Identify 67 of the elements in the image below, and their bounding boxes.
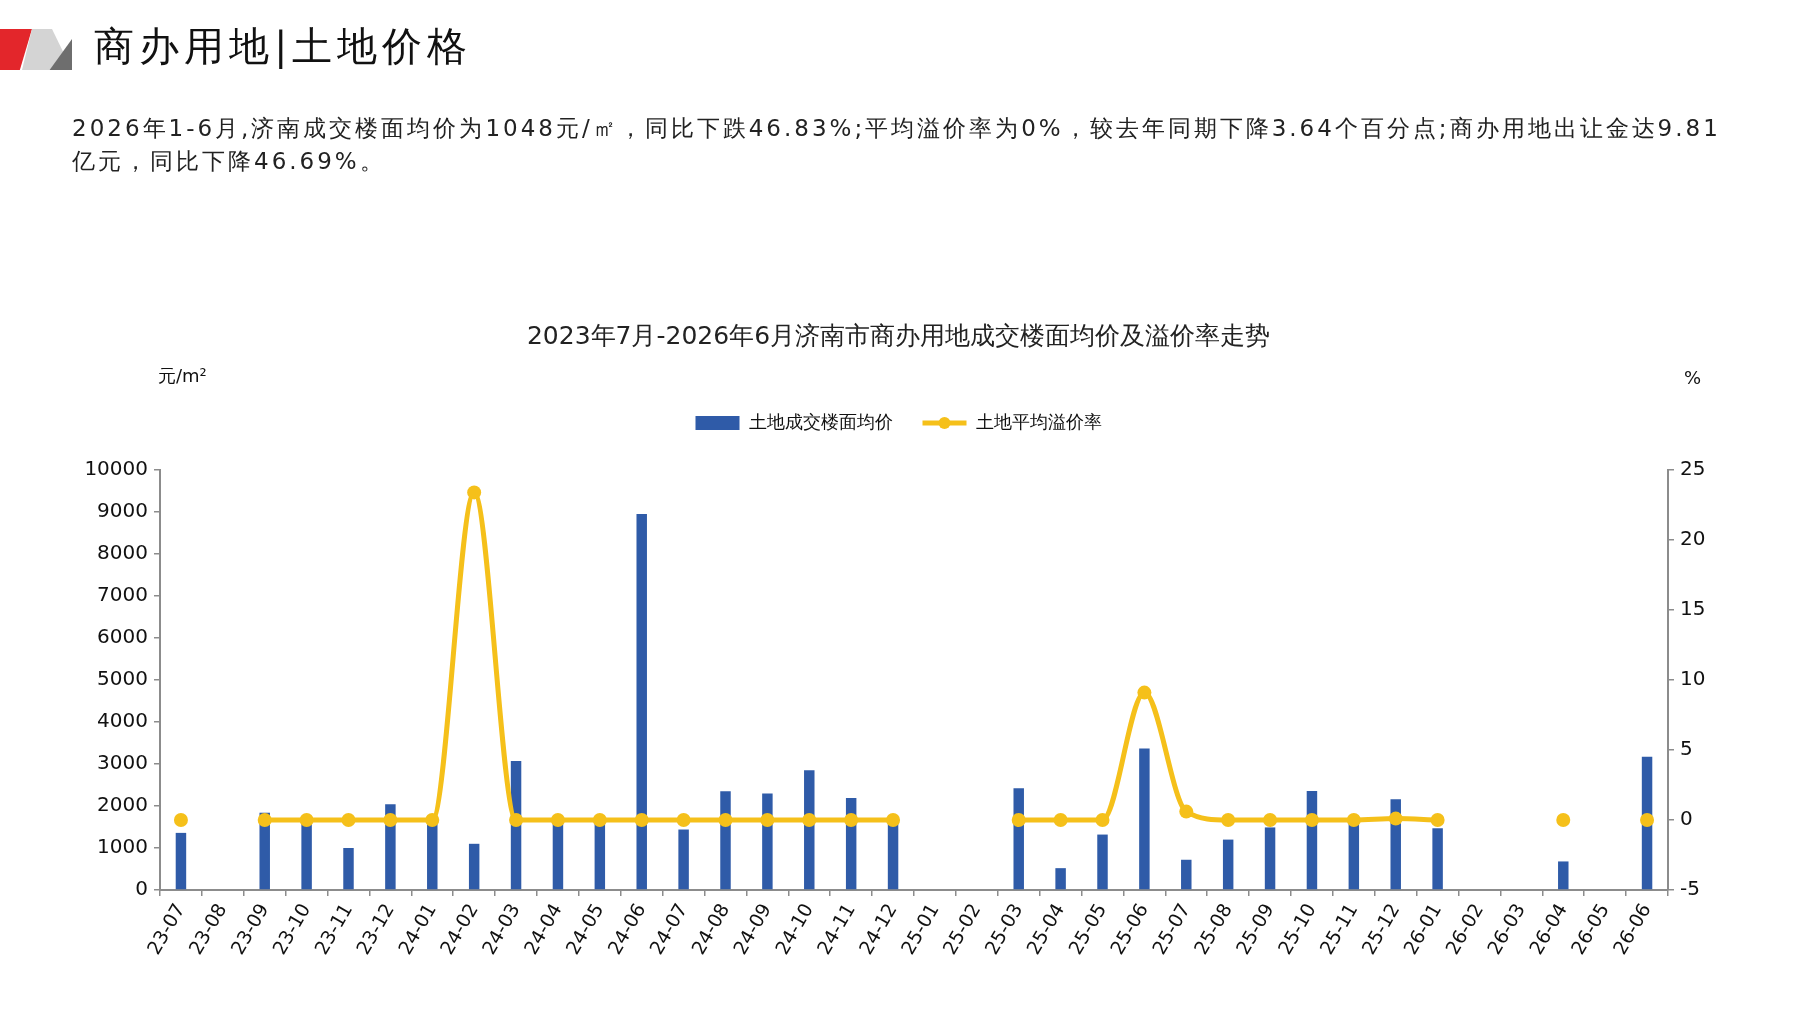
point [1179, 804, 1194, 819]
point [1430, 813, 1445, 827]
y-tick-label: 6000 [97, 624, 148, 649]
point [1011, 813, 1026, 827]
chart-title: 2023年7月-2026年6月济南市商办用地成交楼面均价及溢价率走势 [526, 320, 1271, 350]
bar [1055, 868, 1066, 890]
y-tick-label: 9000 [97, 498, 148, 523]
bar [1139, 748, 1150, 890]
y2-tick-label: 0 [1680, 806, 1693, 831]
bar [1558, 861, 1569, 890]
point [676, 813, 691, 827]
y-tick-label: 0 [135, 876, 148, 901]
point [1095, 813, 1110, 827]
point [1556, 813, 1571, 827]
point [299, 813, 314, 827]
point [1388, 811, 1403, 826]
point [592, 813, 607, 827]
point [425, 813, 440, 827]
point [550, 813, 565, 827]
y2-tick-label: 25 [1680, 456, 1706, 481]
bar [343, 848, 354, 890]
y-tick-label: 1000 [97, 834, 148, 859]
bar [175, 832, 187, 890]
point [886, 813, 901, 827]
y-tick-label: 8000 [97, 540, 148, 565]
bar [678, 829, 689, 890]
y2-tick-label: 15 [1680, 596, 1706, 621]
point [844, 813, 859, 827]
y-tick-label: 7000 [97, 582, 148, 607]
point [257, 813, 272, 827]
y2-tick-label: -5 [1680, 876, 1700, 901]
y-tick-label: 3000 [97, 750, 148, 775]
text: 2026年1-6月,济南成交楼面均价为1048元/㎡，同比下跌46.83%;平均溢价率为0%，较去年同期下降3.64个百分点;商办用地出让金达9.81亿元，同比下降46.69%。 [72, 114, 1722, 176]
point [467, 485, 482, 500]
point [1304, 813, 1319, 827]
y-tick-label: 2000 [97, 792, 148, 817]
point [760, 813, 775, 827]
y2-tick-label: 10 [1680, 666, 1706, 691]
bar [468, 843, 480, 890]
bar [1097, 834, 1108, 890]
y2-tick-label: 5 [1680, 736, 1693, 761]
point [1346, 813, 1361, 827]
bar [1222, 839, 1234, 890]
point [383, 813, 398, 827]
point [718, 813, 733, 827]
point [341, 813, 356, 827]
y-tick-label: 4000 [97, 708, 148, 733]
legend-label: 土地平均溢价率 [975, 410, 1102, 432]
y2-axis-title: % [1684, 366, 1702, 388]
point [1640, 813, 1655, 827]
text: 商办用地|土地价格 [94, 22, 473, 71]
point [173, 813, 188, 827]
bar [1264, 827, 1276, 890]
y-tick-label: 10000 [84, 456, 148, 481]
legend-label: 土地成交楼面均价 [748, 410, 893, 432]
bar [1432, 828, 1443, 890]
y-tick-label: 5000 [97, 666, 148, 691]
point [1137, 685, 1152, 700]
point [1221, 813, 1236, 827]
bar [1181, 859, 1192, 890]
point [1053, 813, 1068, 827]
point [634, 813, 649, 827]
bar [636, 514, 647, 890]
point [509, 813, 524, 827]
y2-tick-label: 20 [1680, 526, 1706, 551]
y-axis-title: 元/m² [158, 364, 207, 386]
point [1263, 813, 1278, 827]
